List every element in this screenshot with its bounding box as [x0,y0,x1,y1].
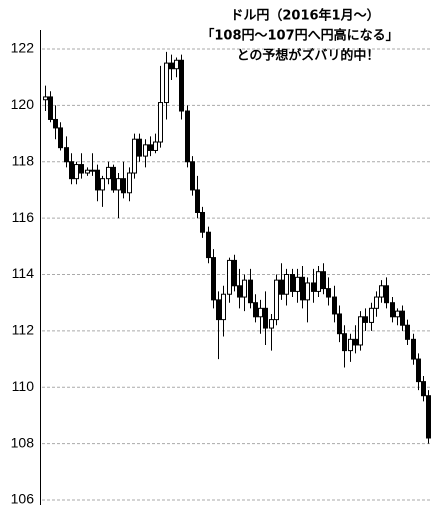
candle-body [263,307,268,329]
candle-body [363,316,368,323]
candle-body [69,161,74,180]
candle-body [227,259,232,295]
candle-body [337,313,342,335]
candle-body [411,338,416,360]
candle-body [169,62,174,70]
candle-body [290,274,295,292]
candle-body [248,279,253,304]
candle-body [253,302,258,318]
candle-body [221,293,226,321]
candle-body [127,172,132,194]
candle-body [316,271,321,292]
candle-body [369,307,374,323]
candle-body [53,118,58,129]
candle-body [179,59,184,112]
candle-body [132,138,137,174]
candle-body [74,164,79,180]
candle-body [48,96,53,120]
y-tick-label: 108 [11,434,35,450]
candle-body [390,302,395,318]
candle-body [106,166,111,180]
candle-body [426,395,431,439]
y-tick-label: 116 [12,209,35,225]
candle-body [332,296,337,315]
candle-body [237,285,242,298]
y-tick-label: 120 [11,96,35,112]
candle-body [64,147,69,163]
title-line: ドル円（2016年1月～） [230,8,379,24]
candle-body [43,96,48,101]
candle-body [158,102,163,143]
candle-body [85,169,90,174]
candle-body [384,285,389,304]
candle-body [342,333,347,352]
candle-body [405,324,410,340]
candle-body [374,296,379,309]
candle-body [274,279,279,321]
candle-body [311,282,316,292]
candle-body [190,161,195,191]
candle-body [295,276,300,292]
candle-body [216,299,221,321]
candle-body [137,138,142,157]
candle-body [353,338,358,346]
candle-body [79,164,84,174]
candle-body [90,169,95,172]
candle-body [400,310,405,326]
candle-body [258,307,263,318]
candle-body [326,288,331,298]
y-tick-label: 122 [11,40,35,56]
candle-body [111,166,116,191]
candle-body [321,271,326,290]
candle-body [143,144,148,157]
title-line: 「108円～107円へ円高になる」 [201,28,398,44]
candle-body [100,178,105,191]
candle-body [416,358,421,383]
candle-body [395,310,400,318]
candle-body [348,338,353,352]
candle-body [185,110,190,163]
candle-body [206,231,211,259]
candle-body [95,169,100,191]
y-tick-label: 106 [11,491,35,507]
candle-body [279,279,284,295]
candle-body [379,285,384,298]
y-tick-label: 118 [12,152,35,168]
candle-body [121,178,126,194]
candle-body [269,319,274,329]
candle-body [164,62,169,104]
candle-body [116,178,121,191]
candle-body [305,282,310,301]
candle-body [148,144,153,151]
candle-body [300,276,305,301]
y-tick-label: 110 [12,378,35,394]
candle-body [358,316,363,346]
y-tick-label: 112 [12,322,35,338]
candle-body [58,127,63,149]
candle-body [242,279,247,298]
candle-body [200,211,205,233]
y-tick-label: 114 [12,265,35,281]
candle-body [174,59,179,70]
candle-body [195,189,200,213]
title-line: との予想がズバリ的中！ [237,48,380,64]
candle-body [153,141,158,151]
candle-body [284,274,289,295]
candle-body [211,257,216,301]
candle-body [232,259,237,287]
candle-body [421,381,426,397]
